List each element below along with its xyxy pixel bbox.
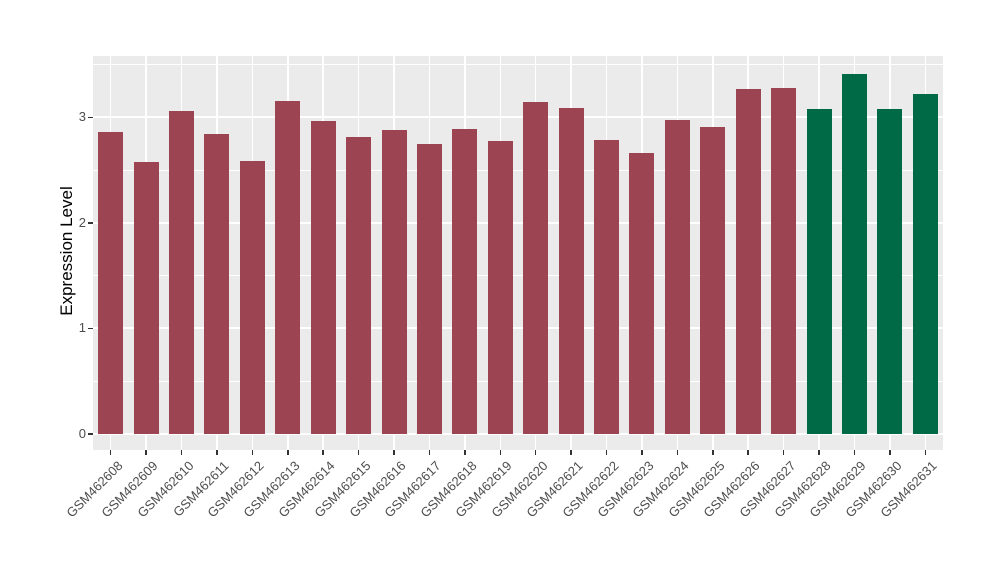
y-tick-mark (88, 222, 93, 224)
plot-panel (93, 56, 943, 450)
x-tick-mark (109, 450, 112, 455)
x-tick-mark (393, 450, 395, 455)
bar-GSM462620 (523, 101, 549, 434)
bar-GSM462618 (452, 129, 478, 434)
minor-gridline (93, 169, 943, 171)
bar-GSM462617 (416, 143, 442, 434)
bar-GSM462630 (877, 108, 903, 434)
bar-GSM462619 (487, 140, 513, 434)
x-tick-mark (287, 450, 289, 455)
major-gridline (93, 327, 943, 330)
bar-GSM462625 (700, 126, 726, 434)
x-tick-mark (499, 450, 502, 455)
x-tick-mark (818, 450, 820, 455)
x-tick-mark (251, 450, 254, 455)
x-tick-mark (605, 450, 608, 455)
bar-GSM462616 (381, 130, 407, 434)
x-tick-mark (676, 450, 679, 455)
x-tick-mark (464, 450, 466, 455)
x-tick-mark (712, 450, 714, 455)
x-tick-mark (216, 450, 218, 455)
x-tick-mark (145, 450, 147, 455)
bar-GSM462610 (169, 111, 195, 434)
x-tick-mark (924, 450, 927, 455)
bar-GSM462623 (629, 153, 655, 434)
x-tick-mark (641, 450, 643, 455)
x-tick-mark (853, 450, 856, 455)
bar-GSM462615 (346, 137, 372, 434)
x-tick-mark (357, 450, 360, 455)
minor-gridline (93, 64, 943, 66)
x-tick-mark (570, 450, 572, 455)
bar-GSM462621 (558, 107, 584, 434)
y-tick-mark (88, 116, 93, 119)
bar-GSM462609 (133, 161, 159, 434)
bar-GSM462626 (735, 88, 761, 434)
y-tick-mark (88, 433, 93, 435)
major-gridline (93, 116, 943, 119)
y-tick-mark (88, 327, 93, 330)
bar-GSM462613 (275, 100, 301, 434)
x-tick-mark (322, 450, 324, 455)
bar-GSM462608 (98, 132, 124, 434)
bar-GSM462611 (204, 134, 230, 434)
x-tick-mark (534, 450, 537, 455)
y-tick-label: 0 (78, 425, 86, 441)
y-tick-label: 1 (78, 320, 86, 336)
x-tick-mark (747, 450, 749, 455)
bar-GSM462614 (310, 120, 336, 434)
y-tick-label: 3 (78, 109, 86, 125)
major-gridline (93, 432, 943, 435)
bar-GSM462612 (239, 160, 265, 434)
bar-GSM462627 (771, 87, 797, 434)
bar-GSM462631 (912, 94, 938, 434)
y-tick-label: 2 (78, 214, 86, 230)
bar-GSM462628 (806, 108, 832, 434)
x-tick-mark (782, 450, 785, 455)
y-axis-title: Expression Level (57, 186, 76, 316)
x-tick-mark (428, 450, 431, 455)
major-gridline (93, 221, 943, 224)
bar-GSM462622 (594, 139, 620, 434)
bar-GSM462629 (841, 74, 867, 434)
x-tick-mark (889, 450, 891, 455)
x-tick-mark (180, 450, 183, 455)
minor-gridline (93, 380, 943, 382)
bar-GSM462624 (664, 119, 690, 434)
minor-gridline (93, 275, 943, 277)
